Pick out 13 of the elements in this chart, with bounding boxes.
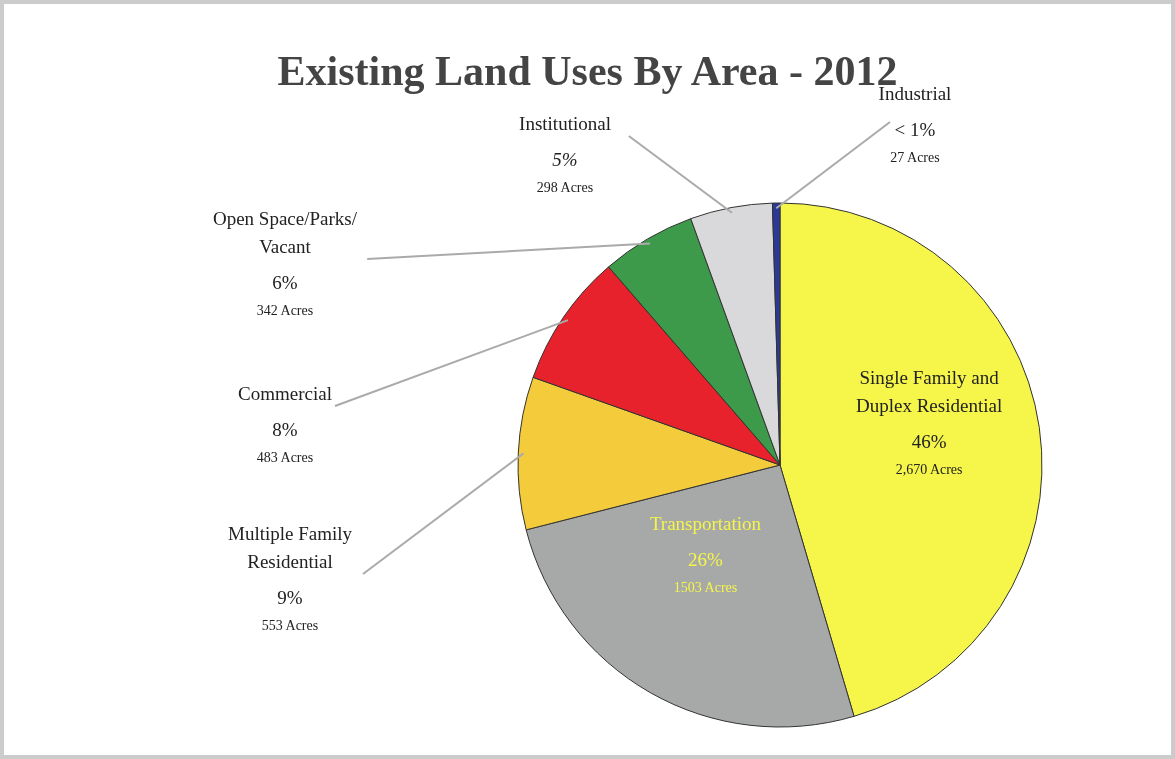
data-label: 6% 342 Acres [256, 272, 314, 318]
slice-label: Transportation [649, 513, 762, 535]
data-label: < 1% 27 Acres [890, 119, 940, 165]
slice-label: Multiple Family Residential [227, 523, 353, 572]
data-label: 26% 1503 Acres [673, 549, 738, 596]
slice-label: Single Family and Duplex Residential [856, 367, 1003, 417]
data-label: 46% 2,670 Acres [895, 431, 963, 478]
data-label: 5% 298 Acres [536, 149, 594, 195]
data-label: 9% 553 Acres [261, 587, 319, 633]
data-label: 8% 483 Acres [256, 419, 314, 465]
slice-label: Open Space/Parks/ Vacant [212, 208, 358, 257]
slice-label: Institutional [519, 113, 611, 134]
slice-label: Commercial [238, 383, 332, 404]
